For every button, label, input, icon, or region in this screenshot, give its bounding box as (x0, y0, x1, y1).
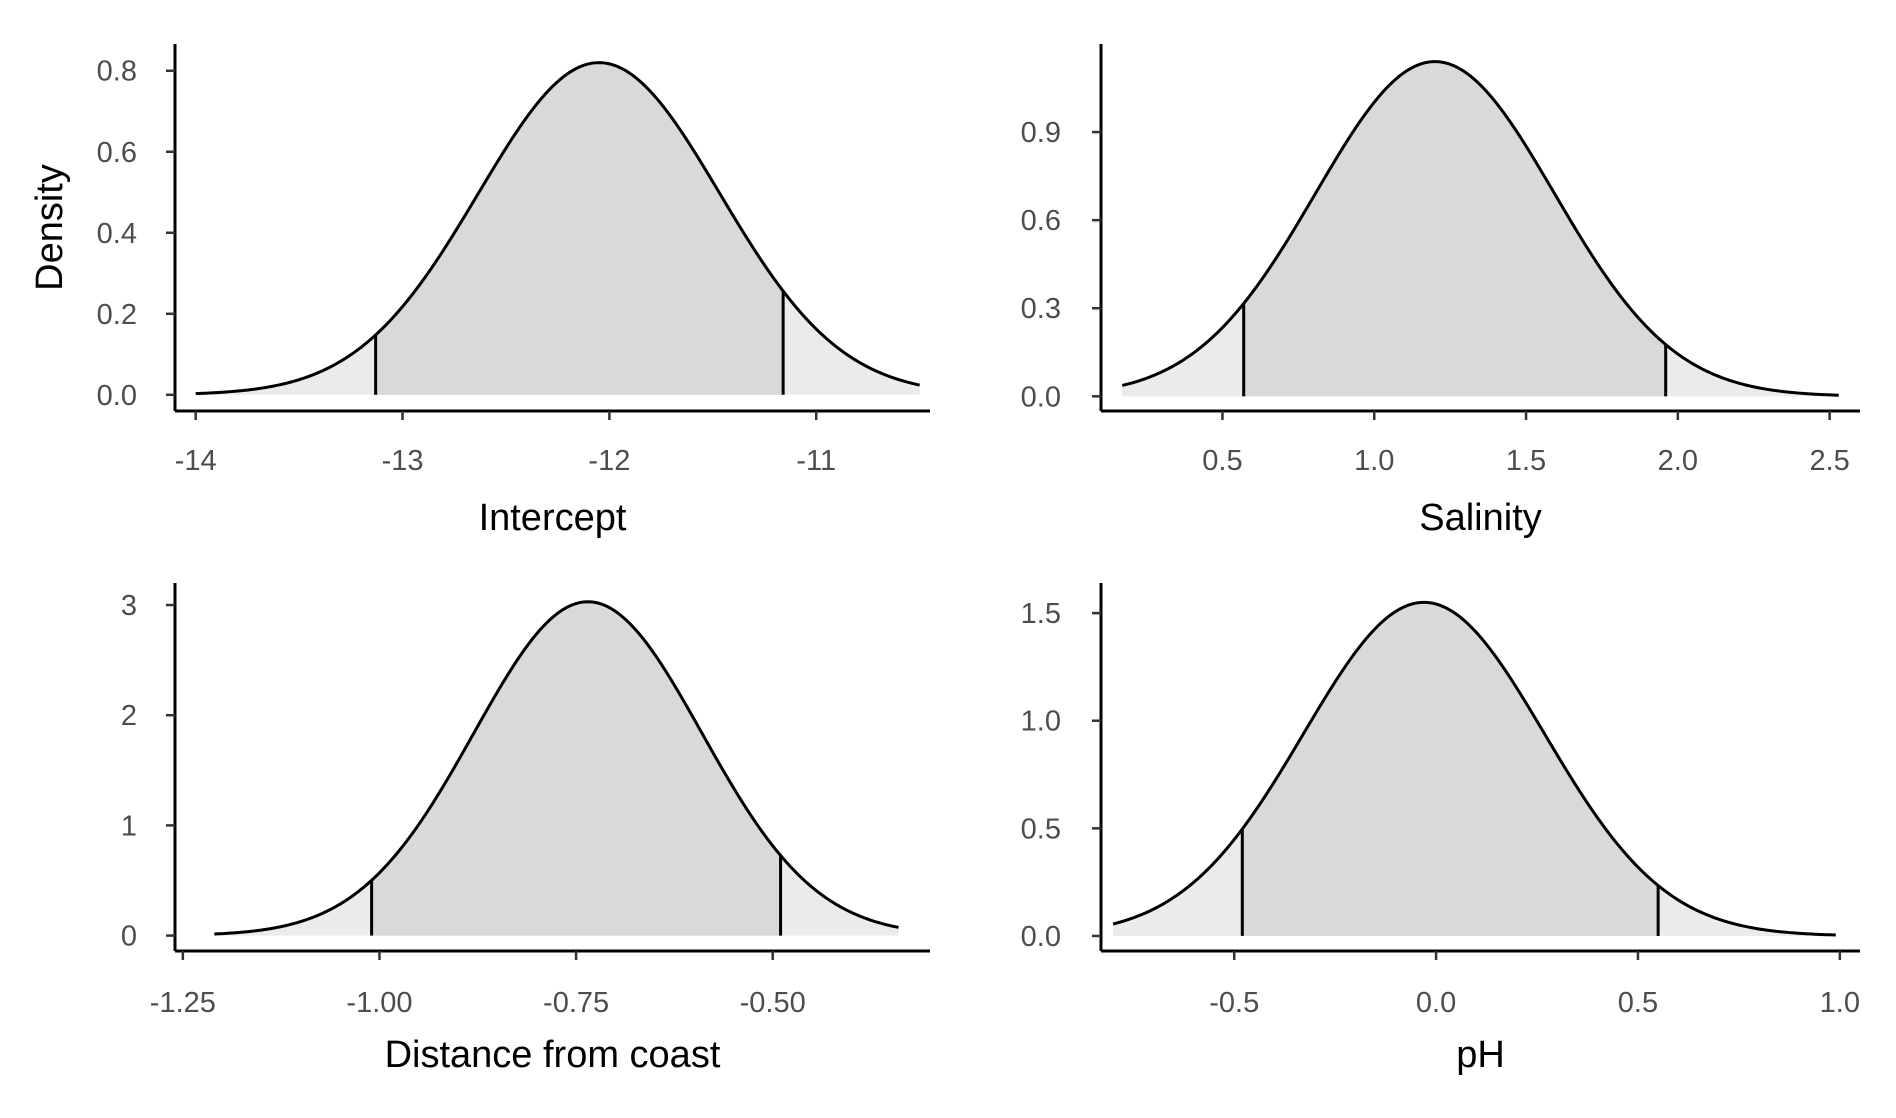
panel-distance-from-coast: Distance from coast -1.25 -1.00 -0.75 -0.50… (121, 583, 930, 1076)
y-tick-label: 3 (121, 590, 137, 622)
density-curve (1121, 60, 1839, 397)
x-tick-label: 0.5 (1202, 445, 1242, 477)
x-axis-title: Salinity (1419, 497, 1542, 539)
interval-area (375, 62, 784, 395)
y-tick-label: 0.4 (97, 218, 137, 250)
x-axis-title: Distance from coast (385, 1034, 721, 1076)
interval-area (1243, 61, 1666, 397)
x-tick-label: -0.50 (740, 987, 806, 1019)
y-tick-label: 2 (121, 700, 137, 732)
y-tick-label: 0.3 (1021, 293, 1061, 325)
x-tick-label: -11 (796, 445, 836, 477)
y-tick-label: 0.0 (1021, 921, 1061, 953)
y-tick-label: 0 (121, 921, 137, 953)
panel-ph: pH -0.5 0.0 0.5 1.0 0.0 0.5 1.0 1.5 (1021, 583, 1860, 1076)
x-tick-label: -13 (382, 445, 424, 477)
density-curve (1112, 600, 1836, 937)
x-tick-label: 1.0 (1354, 445, 1394, 477)
y-tick-label: 0.9 (1021, 117, 1061, 149)
interval-area (371, 601, 781, 936)
y-tick-label: 0.6 (1021, 205, 1061, 237)
x-tick-label: -0.5 (1209, 987, 1259, 1019)
y-axis-title: Density (29, 164, 71, 291)
panel-salinity: Salinity 0.5 1.0 1.5 2.0 2.5 0.0 0.3 0.6 0.9 (1021, 44, 1860, 539)
x-tick-label: 2.0 (1658, 445, 1698, 477)
panel-intercept: Intercept Density -14 -13 -12 -11 0.0 0.2 0.4 0… (29, 44, 930, 539)
x-axis-title: Intercept (479, 497, 627, 539)
y-tick-label: 1 (121, 810, 137, 842)
x-tick-label: -1.25 (150, 987, 216, 1019)
y-tick-label: 0.2 (97, 299, 137, 331)
x-tick-label: 0.5 (1618, 987, 1658, 1019)
density-curve (195, 61, 920, 396)
x-tick-label: 1.5 (1506, 445, 1546, 477)
x-tick-label: 2.5 (1809, 445, 1849, 477)
x-tick-label: 0.0 (1416, 987, 1456, 1019)
x-axis-title: pH (1456, 1034, 1505, 1076)
density-curve (214, 600, 899, 936)
x-tick-label: -1.00 (346, 987, 412, 1019)
y-tick-label: 0.6 (97, 137, 137, 169)
y-tick-label: 1.5 (1021, 598, 1061, 630)
y-tick-label: 0.0 (1021, 381, 1061, 413)
y-tick-label: 0.5 (1021, 813, 1061, 845)
x-tick-label: -14 (175, 445, 217, 477)
interval-area (1242, 602, 1659, 936)
x-tick-label: 1.0 (1820, 987, 1860, 1019)
y-tick-label: 0.0 (97, 380, 137, 412)
x-tick-label: -12 (588, 445, 630, 477)
x-tick-label: -0.75 (543, 987, 609, 1019)
y-tick-label: 1.0 (1021, 706, 1061, 738)
y-tick-label: 0.8 (97, 56, 137, 88)
